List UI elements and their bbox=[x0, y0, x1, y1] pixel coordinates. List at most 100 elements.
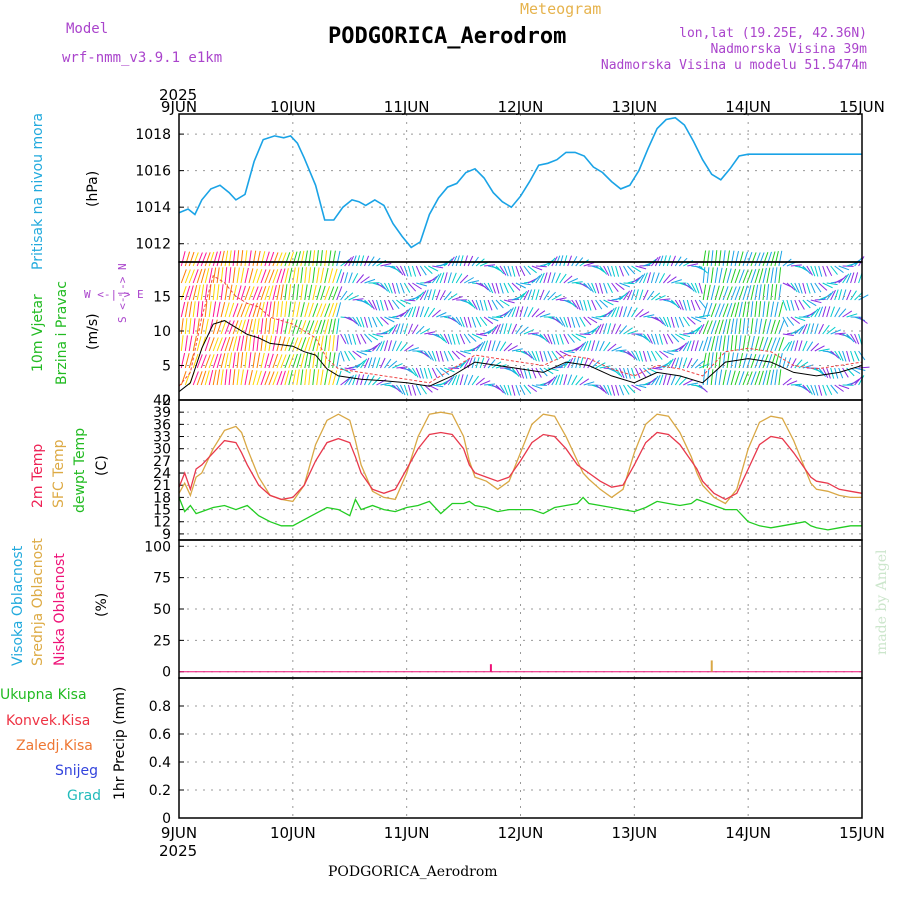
cloud-y-axis: 0 25 50 75 100 bbox=[144, 539, 184, 681]
wind-barb bbox=[555, 297, 567, 301]
wind-barb bbox=[587, 316, 598, 324]
wind-barb bbox=[248, 268, 254, 284]
wind-barb bbox=[204, 318, 209, 335]
wind-barb bbox=[304, 250, 308, 267]
wind-barb bbox=[200, 370, 207, 386]
wind-barb bbox=[734, 286, 741, 301]
wind-barb bbox=[678, 357, 683, 369]
wind-barb bbox=[730, 318, 735, 335]
subtitle: Meteogram bbox=[520, 0, 601, 18]
wind-barb bbox=[288, 284, 292, 301]
x-axis-bottom: 9JUN 10JUN 11JUN 12JUN 13JUN 14JUN 15JUN bbox=[161, 824, 885, 842]
wind-barb bbox=[698, 282, 703, 294]
wind-barb bbox=[738, 318, 742, 335]
wind-barb bbox=[196, 318, 200, 335]
precip-ylabel: 1hr Precip (mm) bbox=[112, 687, 128, 800]
wind-barb bbox=[451, 316, 461, 326]
wind-barb bbox=[463, 299, 474, 307]
y-tick-label: 0.8 bbox=[149, 699, 171, 715]
wind-barb bbox=[447, 375, 455, 386]
wind-barb bbox=[471, 333, 483, 340]
wind-barb bbox=[635, 265, 647, 270]
wind-barb bbox=[396, 366, 408, 369]
wind-barb bbox=[639, 367, 647, 378]
wind-barb bbox=[639, 350, 644, 362]
wind-barb bbox=[834, 332, 846, 335]
temperature-grid bbox=[178, 399, 863, 540]
wind-barb bbox=[690, 299, 696, 311]
wind-barb bbox=[750, 252, 757, 267]
wind-barb bbox=[563, 350, 575, 354]
wind-barb bbox=[324, 250, 328, 267]
wind-barb bbox=[332, 318, 336, 335]
wind-barb bbox=[368, 316, 373, 328]
station-title: PODGORICA_Aerodrom bbox=[328, 24, 566, 49]
wind-barb bbox=[583, 316, 592, 326]
wind-barb bbox=[280, 370, 286, 386]
wind-barb bbox=[252, 250, 257, 267]
wind-barb bbox=[300, 353, 305, 369]
wind-barb bbox=[742, 353, 748, 369]
wind-barb bbox=[718, 303, 725, 318]
wind-barb bbox=[794, 359, 803, 369]
wind-barb bbox=[631, 265, 642, 273]
wind-barb bbox=[475, 377, 485, 386]
wind-barb bbox=[730, 335, 734, 352]
wind-barb bbox=[455, 333, 460, 345]
wind-barb bbox=[834, 384, 844, 392]
wind-barb bbox=[687, 382, 699, 386]
wind-barb bbox=[838, 350, 844, 362]
pressure-grid bbox=[178, 114, 863, 262]
wind-barb bbox=[304, 284, 308, 301]
wind-barb bbox=[551, 272, 556, 284]
wind-barb bbox=[754, 370, 761, 386]
year-bottom: 2025 bbox=[159, 842, 197, 860]
wind-barb bbox=[236, 369, 240, 386]
wind-barb bbox=[388, 340, 392, 352]
wind-barb bbox=[332, 286, 339, 301]
wind-barb bbox=[276, 336, 282, 352]
wind-barb bbox=[786, 316, 795, 326]
wind-barb bbox=[336, 335, 339, 352]
wind-barb bbox=[698, 384, 708, 393]
wind-barb bbox=[216, 369, 221, 386]
wind-barb bbox=[718, 285, 725, 301]
wind-barb bbox=[822, 265, 827, 277]
wind-barb bbox=[308, 336, 314, 352]
wind-barb bbox=[288, 251, 294, 267]
wind-barb bbox=[599, 299, 609, 308]
wind-barb bbox=[666, 316, 672, 328]
wind-barb bbox=[663, 274, 671, 284]
wind-barb bbox=[420, 328, 431, 335]
wind-barb bbox=[208, 267, 213, 284]
wind-barb bbox=[196, 268, 203, 284]
wind-barb bbox=[224, 336, 231, 352]
wind-barb bbox=[702, 302, 708, 318]
wind-barb bbox=[794, 282, 800, 294]
wind-barb bbox=[675, 344, 685, 352]
wind-barb bbox=[826, 384, 833, 396]
wind-barb bbox=[658, 316, 667, 327]
wind-barb bbox=[196, 371, 203, 386]
wind-barb bbox=[463, 316, 468, 328]
wind-barb bbox=[495, 265, 505, 275]
wind-barb bbox=[352, 374, 357, 386]
wind-barb bbox=[782, 299, 788, 311]
wind-barb bbox=[782, 377, 792, 386]
wind-barb bbox=[300, 250, 305, 267]
wind-barb bbox=[555, 316, 564, 326]
wind-barb bbox=[822, 324, 830, 335]
wind-barb bbox=[814, 345, 825, 352]
wind-barb bbox=[499, 323, 504, 335]
wind-barb bbox=[316, 369, 320, 386]
wind-barb bbox=[639, 333, 649, 341]
wind-barb bbox=[774, 284, 778, 301]
wind-barb bbox=[742, 335, 746, 352]
wind-barb bbox=[192, 301, 196, 318]
wind-barb bbox=[567, 299, 577, 308]
wind-barb bbox=[595, 265, 605, 273]
wind-barb bbox=[766, 267, 771, 284]
wind-barb bbox=[778, 267, 782, 284]
wind-barb bbox=[284, 318, 289, 335]
